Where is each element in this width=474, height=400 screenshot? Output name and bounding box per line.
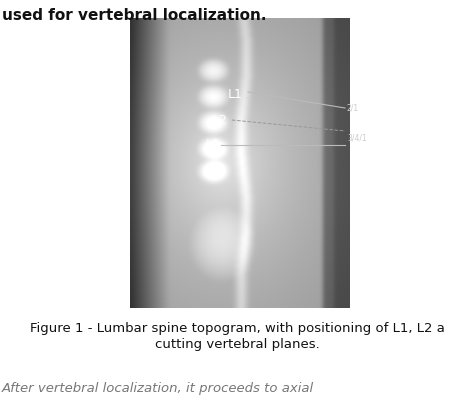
Text: Figure 1 - Lumbar spine topogram, with positioning of L1, L2 a: Figure 1 - Lumbar spine topogram, with p… (29, 322, 445, 335)
Text: 3/4/1: 3/4/1 (347, 134, 367, 142)
Text: L1: L1 (228, 88, 243, 102)
Text: L2: L2 (213, 114, 228, 126)
Text: cutting vertebral planes.: cutting vertebral planes. (155, 338, 319, 351)
Text: 2/1: 2/1 (347, 104, 359, 112)
Text: After vertebral localization, it proceeds to axial: After vertebral localization, it proceed… (2, 382, 314, 395)
Text: used for vertebral localization.: used for vertebral localization. (2, 8, 266, 23)
Text: L3: L3 (206, 138, 221, 152)
